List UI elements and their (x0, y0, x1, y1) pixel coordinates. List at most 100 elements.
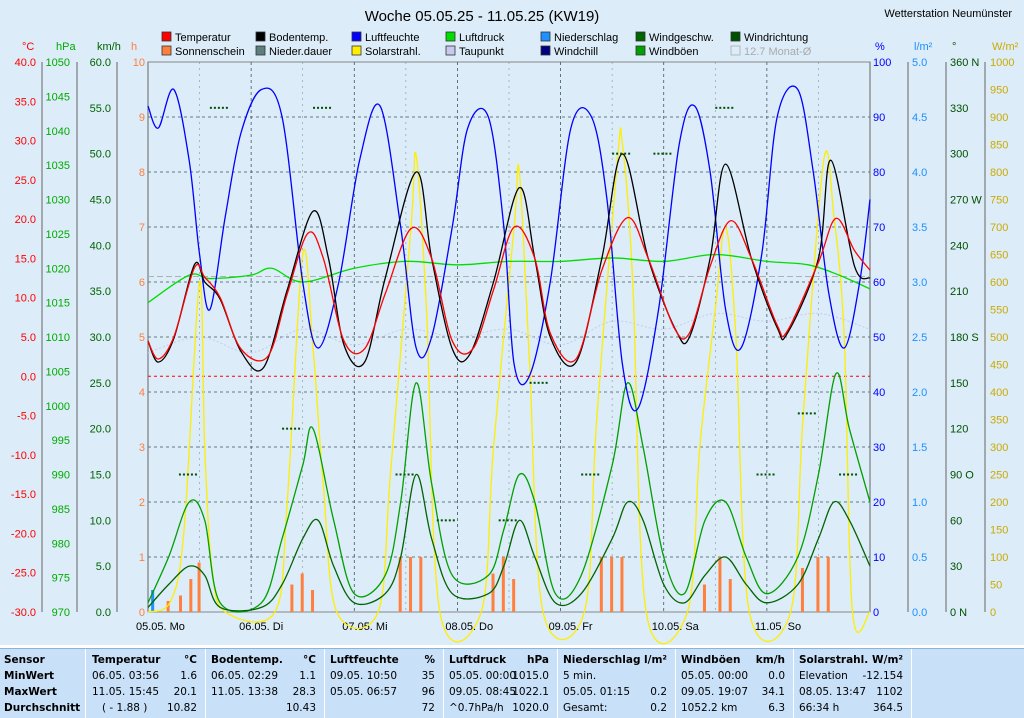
wind-direction-dot (839, 473, 842, 476)
bar-Sonnenschein (166, 601, 170, 612)
wind-direction-dot (294, 427, 297, 430)
wind-direction-dot (282, 427, 285, 430)
stat-min-time: 06.05. 03:56 (92, 670, 159, 682)
axis-tick-pressure: 1045 (46, 91, 70, 103)
wind-direction-dot (444, 519, 447, 522)
axis-tick-pressure: 1030 (46, 195, 70, 207)
wind-direction-dot (727, 106, 730, 109)
axis-tick-sun: 10 (133, 57, 145, 69)
axis-tick-solar: 650 (990, 250, 1008, 262)
stat-avg-note: 1052.2 km (681, 702, 738, 714)
axis-tick-direction: 360 N (950, 57, 979, 69)
bar-Sonnenschein (816, 557, 820, 612)
wind-direction-dot (612, 152, 615, 155)
stat-min-time: 05.05. 00:00 (449, 670, 516, 682)
wind-direction-dot (448, 519, 451, 522)
legend-swatch (161, 31, 172, 42)
axis-tick-direction: 240 (950, 240, 968, 252)
bar-Sonnenschein (300, 573, 304, 612)
bar-Sonnenschein (826, 557, 830, 612)
axis-tick-humidity: 40 (873, 387, 885, 399)
stat-avg: 72 (421, 702, 435, 714)
axis-tick-temp: 5.0 (21, 332, 36, 344)
station-name: Wetterstation Neumünster (884, 8, 1012, 20)
axis-tick-solar: 750 (990, 195, 1008, 207)
wind-direction-dot (514, 519, 517, 522)
stats-soil-temperature: Bodentemp. °C 06.05. 02:29 1.1 11.05. 13:3… (207, 649, 325, 718)
wind-direction-dot (813, 412, 816, 415)
axis-tick-wind: 50.0 (90, 149, 111, 161)
wind-direction-dot (541, 381, 544, 384)
legend-label: Windchill (554, 46, 598, 58)
wind-direction-dot (731, 106, 734, 109)
stat-interval: 5 min. (563, 670, 597, 682)
wind-direction-dot (325, 106, 328, 109)
legend-label: Niederschlag (554, 32, 618, 44)
stat-unit: l/m² (644, 654, 667, 666)
axis-unit-temp: °C (22, 41, 34, 53)
axis-tick-direction: 120 (950, 424, 968, 436)
wind-direction-dot (440, 519, 443, 522)
axis-tick-temp: -5.0 (17, 411, 36, 423)
axis-tick-direction: 330 (950, 103, 968, 115)
label-sensor: Sensor (4, 654, 45, 666)
wind-direction-dot (669, 152, 672, 155)
axis-tick-solar: 0 (990, 607, 996, 619)
wind-direction-dot (298, 427, 301, 430)
stat-title: Bodentemp. (211, 654, 283, 666)
axis-unit-rain: l/m² (914, 41, 933, 53)
wind-direction-dot (399, 473, 402, 476)
wind-direction-dot (809, 412, 812, 415)
weather-chart: 40.035.030.025.020.015.010.05.00.0-5.0-1… (0, 0, 1024, 645)
axis-tick-rain: 2.0 (912, 387, 927, 399)
wind-direction-dot (209, 106, 212, 109)
axes: 40.035.030.025.020.015.010.05.00.0-5.0-1… (11, 41, 1019, 633)
bar-Sonnenschein (718, 557, 722, 612)
axis-unit-direction: ° (952, 41, 956, 53)
stat-max: 0.2 (650, 686, 667, 698)
legend-swatch (730, 45, 741, 56)
axis-tick-pressure: 1040 (46, 126, 70, 138)
axis-tick-pressure: 1025 (46, 229, 70, 241)
wind-direction-dot (182, 473, 185, 476)
legend-swatch (255, 45, 266, 56)
legend-label: Sonnenschein (175, 46, 245, 58)
axis-tick-direction: 90 O (950, 470, 974, 482)
wind-direction-dot (395, 473, 398, 476)
wind-direction-dot (436, 519, 439, 522)
wind-direction-dot (768, 473, 771, 476)
x-tick-label: 08.05. Do (445, 621, 493, 633)
axis-tick-direction: 180 S (950, 332, 979, 344)
stat-avg: 364.5 (872, 702, 903, 714)
wind-direction-dot (801, 412, 804, 415)
axis-tick-sun: 4 (139, 387, 145, 399)
axis-tick-solar: 700 (990, 222, 1008, 234)
axis-tick-humidity: 20 (873, 497, 885, 509)
bar-Sonnenschein (398, 557, 402, 612)
axis-tick-solar: 100 (990, 552, 1008, 564)
wind-direction-dot (847, 473, 850, 476)
axis-unit-solar: W/m² (992, 41, 1019, 53)
axis-tick-temp: 30.0 (15, 136, 36, 148)
wind-direction-dot (661, 152, 664, 155)
stat-avg-note: 66:34 h (799, 702, 840, 714)
wind-direction-dot (506, 519, 509, 522)
axis-tick-humidity: 100 (873, 57, 891, 69)
stat-max-time: 09.05. 08:45 (449, 686, 516, 698)
bar-Sonnenschein (311, 590, 315, 612)
axis-unit-humidity: % (875, 41, 885, 53)
label-min: MinWert (4, 670, 55, 682)
axis-tick-rain: 1.5 (912, 442, 927, 454)
axis-tick-temp: -10.0 (11, 450, 36, 462)
wind-direction-dot (764, 473, 767, 476)
stat-min: 1015.0 (512, 670, 549, 682)
axis-tick-sun: 7 (139, 222, 145, 234)
stat-max-time: 05.05. 06:57 (330, 686, 397, 698)
x-tick-label: 09.05. Fr (549, 621, 593, 633)
stat-min: 35 (421, 670, 435, 682)
axis-tick-temp: 0.0 (21, 371, 36, 383)
axis-tick-direction: 30 (950, 561, 962, 573)
axis-tick-wind: 10.0 (90, 515, 111, 527)
axis-tick-temp: 10.0 (15, 293, 36, 305)
legend-label: 12.7 Monat-Ø (744, 46, 812, 58)
